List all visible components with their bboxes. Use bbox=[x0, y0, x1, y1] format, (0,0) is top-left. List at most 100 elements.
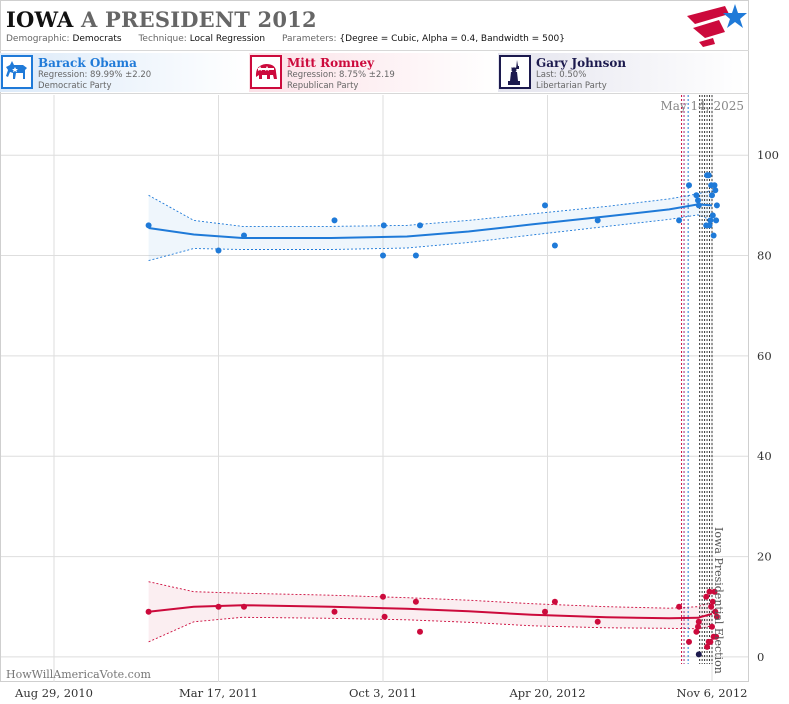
vertical-markers bbox=[681, 95, 713, 664]
data-point bbox=[705, 172, 712, 179]
data-point bbox=[380, 222, 387, 229]
data-point bbox=[706, 588, 713, 595]
candidate-party: Libertarian Party bbox=[536, 81, 607, 91]
x-tick-label: Aug 29, 2010 bbox=[14, 686, 93, 700]
site-credit: HowWillAmericaVote.com bbox=[6, 668, 151, 681]
donkey-icon bbox=[1, 55, 33, 89]
statue-of-liberty-icon bbox=[499, 55, 531, 89]
data-point bbox=[145, 222, 152, 229]
data-point bbox=[695, 202, 702, 209]
data-point bbox=[594, 217, 601, 224]
data-point bbox=[710, 232, 717, 239]
page-title: IOWA A PRESIDENT 2012 bbox=[6, 7, 317, 32]
data-point bbox=[711, 588, 718, 595]
header: IOWA A PRESIDENT 2012 Demographic: Democ… bbox=[0, 0, 749, 51]
chart-frame bbox=[0, 0, 749, 682]
data-point bbox=[215, 247, 222, 254]
candidate-johnson[interactable]: Gary Johnson Last: 0.50% Libertarian Par… bbox=[498, 53, 746, 92]
date-label: May 14, 2025 bbox=[661, 99, 744, 113]
candidate-party: Democratic Party bbox=[38, 81, 112, 91]
technique-value: Local Regression bbox=[189, 34, 266, 44]
candidate-obama[interactable]: Barack Obama Regression: 89.99% ±2.20 De… bbox=[0, 53, 248, 92]
data-point bbox=[380, 593, 386, 600]
data-point bbox=[686, 638, 692, 645]
data-point bbox=[709, 623, 715, 630]
data-point bbox=[713, 202, 720, 209]
demographic-key: Demographic: bbox=[6, 34, 70, 44]
data-point bbox=[713, 633, 720, 640]
x-tick-label: Apr 20, 2012 bbox=[508, 686, 585, 700]
data-point bbox=[706, 222, 713, 229]
confidence-bands bbox=[148, 189, 713, 643]
data-point bbox=[417, 222, 423, 229]
y-tick-label: 0 bbox=[757, 650, 764, 664]
grid bbox=[1, 95, 748, 682]
data-point bbox=[542, 202, 548, 209]
y-tick-label: 40 bbox=[757, 449, 772, 463]
title-state: IOWA bbox=[6, 7, 74, 32]
data-point bbox=[695, 623, 701, 630]
trend-line bbox=[148, 203, 713, 239]
parameters-value: {Degree = Cubic, Alpha = 0.4, Bandwidth … bbox=[339, 34, 565, 44]
x-tick-label: Nov 6, 2012 bbox=[676, 686, 747, 700]
data-point bbox=[412, 252, 419, 259]
data-point bbox=[708, 603, 715, 610]
data-point bbox=[695, 618, 702, 625]
chart-parameters: Demographic: Democrats Technique: Local … bbox=[6, 34, 579, 44]
data-point bbox=[594, 618, 601, 625]
data-point bbox=[686, 182, 692, 189]
trend-lines bbox=[148, 203, 713, 620]
title-race: A PRESIDENT 2012 bbox=[80, 7, 317, 32]
x-tick-label: Oct 3, 2011 bbox=[349, 686, 417, 700]
confidence-band-fill bbox=[148, 190, 713, 261]
data-point bbox=[709, 212, 716, 219]
technique-key: Technique: bbox=[138, 34, 187, 44]
data-point bbox=[703, 593, 710, 600]
data-point bbox=[712, 608, 719, 615]
data-point bbox=[693, 192, 700, 199]
data-point bbox=[709, 598, 716, 605]
candidate-party: Republican Party bbox=[287, 81, 359, 91]
data-point bbox=[551, 598, 558, 605]
candidate-name: Barack Obama bbox=[38, 56, 137, 70]
data-point bbox=[712, 187, 719, 194]
y-tick-label: 60 bbox=[757, 349, 772, 363]
data-point bbox=[412, 598, 419, 605]
y-tick-label: 20 bbox=[757, 550, 772, 564]
data-point bbox=[709, 192, 715, 199]
candidate-name: Mitt Romney bbox=[287, 56, 375, 70]
data-point bbox=[695, 197, 701, 204]
candidate-romney[interactable]: Mitt Romney Regression: 8.75% ±2.19 Repu… bbox=[249, 53, 497, 92]
candidate-legend: Barack Obama Regression: 89.99% ±2.20 De… bbox=[0, 51, 749, 94]
data-point bbox=[711, 182, 718, 189]
axis-labels: Aug 29, 2010 Mar 17, 2011 Oct 3, 2011 Apr 2… bbox=[14, 148, 779, 700]
candidate-stat: Regression: 8.75% ±2.19 bbox=[287, 70, 395, 80]
data-point bbox=[704, 643, 711, 650]
data-point bbox=[417, 628, 423, 635]
candidate-stat: Last: 0.50% bbox=[536, 70, 587, 80]
data-point bbox=[331, 217, 338, 224]
data-point bbox=[676, 217, 683, 224]
data-point bbox=[713, 217, 720, 224]
data-point bbox=[331, 608, 338, 615]
data-point bbox=[707, 638, 714, 645]
data-points bbox=[145, 172, 720, 658]
data-point bbox=[551, 242, 558, 249]
elephant-icon bbox=[250, 55, 282, 89]
confidence-band-fill bbox=[148, 581, 713, 642]
y-tick-label: 100 bbox=[757, 148, 779, 162]
event-label: Iowa Presidential Election bbox=[712, 527, 725, 674]
data-point bbox=[215, 603, 222, 610]
data-point bbox=[241, 232, 247, 239]
y-tick-label: 80 bbox=[757, 249, 772, 263]
stars-stripes-logo-icon bbox=[687, 4, 747, 47]
data-point bbox=[676, 603, 683, 610]
candidate-name: Gary Johnson bbox=[536, 56, 627, 70]
confidence-band-upper bbox=[148, 581, 713, 609]
data-point bbox=[713, 613, 720, 620]
data-point bbox=[542, 608, 548, 615]
confidence-band-upper bbox=[148, 189, 713, 227]
trend-line bbox=[148, 604, 713, 620]
data-point bbox=[145, 608, 152, 615]
